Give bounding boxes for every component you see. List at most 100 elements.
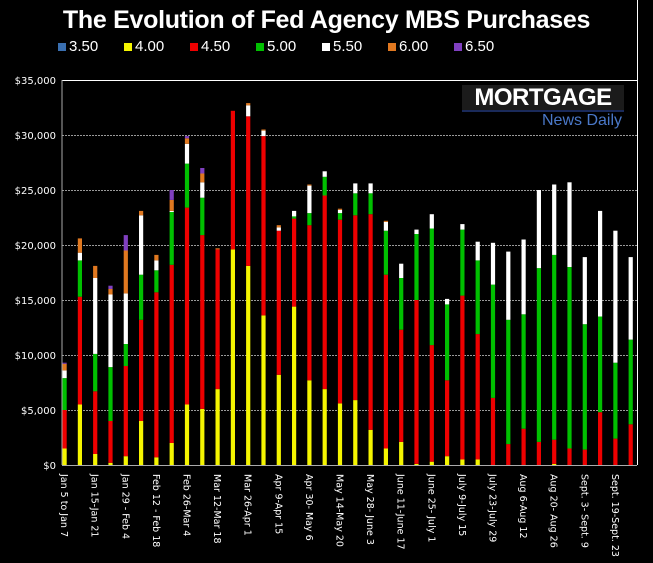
- bar-segment-4-50: [536, 441, 541, 465]
- bar-segment-5-00: [77, 260, 82, 297]
- bar-stack-34: [567, 182, 572, 465]
- bar-segment-5-50: [383, 221, 388, 231]
- bar-segment-4-00: [184, 404, 190, 465]
- bar-segment-5-00: [123, 344, 128, 366]
- legend-swatch: [124, 42, 132, 51]
- bar-segment-4-50: [276, 230, 281, 375]
- bar-stack-19: [337, 208, 343, 465]
- bar-segment-4-50: [414, 300, 419, 464]
- bar-segment-5-50: [169, 210, 174, 212]
- bar-segment-4-00: [445, 456, 450, 465]
- bar-segment-5-00: [613, 362, 618, 439]
- bar-segment-4-00: [215, 389, 220, 465]
- bar-segment-4-50: [154, 292, 159, 458]
- bar-segment-5-00: [108, 367, 113, 421]
- bar-segment-5-50: [77, 252, 82, 261]
- bar-segment-5-50: [108, 294, 113, 368]
- bar-segment-4-00: [460, 459, 465, 465]
- bar-segment-4-00: [230, 249, 235, 465]
- legend-item-5-00: 5.00: [256, 38, 322, 55]
- bar-segment-5-50: [93, 278, 98, 354]
- x-tick-label: Feb 12 - Feb 18: [150, 474, 161, 547]
- bars: [62, 103, 633, 465]
- bar-segment-5-00: [429, 228, 434, 346]
- bar-segment-5-50: [246, 105, 251, 117]
- x-tick-label: Feb 26-Mar 4: [181, 474, 192, 536]
- bar-stack-4: [108, 285, 113, 465]
- bar-segment-4-00: [368, 429, 373, 465]
- bar-segment-4-50: [383, 274, 388, 449]
- bar-segment-6-00: [261, 129, 266, 131]
- bar-segment-4-00: [383, 448, 388, 465]
- bar-segment-6-00: [383, 220, 388, 222]
- bar-segment-4-50: [292, 218, 297, 307]
- bar-segment-5-00: [552, 254, 557, 440]
- x-tick-label: Aug 20- Aug 26: [548, 474, 559, 548]
- legend-swatch: [454, 42, 462, 51]
- legend-label: 6.00: [399, 38, 429, 55]
- x-tick-label: Jan 29 - Feb 4: [119, 473, 130, 539]
- bar-segment-5-00: [322, 176, 327, 196]
- bar-segment-5-50: [567, 182, 572, 267]
- y-tick-label: $0: [43, 461, 56, 472]
- bar-segment-4-50: [261, 136, 266, 316]
- bar-segment-5-00: [521, 314, 526, 429]
- bar-segment-4-00: [261, 315, 266, 465]
- x-tick-label: Aug 6-Aug 12: [517, 474, 528, 539]
- bar-segment-5-50: [445, 298, 450, 305]
- bar-segment-4-50: [62, 410, 67, 449]
- bar-segment-6-50: [200, 168, 205, 174]
- bar-segment-5-00: [368, 193, 373, 215]
- x-tick-label: July 9-July 15: [456, 473, 467, 536]
- bar-segment-6-00: [123, 250, 128, 294]
- bar-segment-5-00: [154, 270, 159, 293]
- bar-segment-5-00: [292, 216, 297, 219]
- bar-segment-4-50: [399, 329, 404, 442]
- x-tick-label: Mar 26-Apr 1: [242, 474, 253, 536]
- bar-segment-6-00: [62, 363, 67, 371]
- bar-segment-6-00: [215, 248, 220, 250]
- bar-segment-4-50: [567, 448, 572, 465]
- bar-stack-12: [230, 110, 235, 465]
- bar-segment-5-50: [261, 130, 266, 137]
- y-axis-ticks: $0 $5,000 $10,000 $15,000 $20,000 $25,000 $30,…: [15, 76, 56, 472]
- bar-stack-31: [521, 239, 526, 465]
- bar-segment-5-50: [582, 257, 587, 325]
- bar-stack-8: [169, 190, 174, 465]
- mortgage-news-daily-logo: MORTGAGE News Daily: [462, 85, 624, 131]
- bar-stack-32: [536, 190, 541, 465]
- bar-stack-38: [628, 257, 633, 465]
- bar-segment-5-00: [200, 197, 205, 236]
- bar-segment-5-50: [506, 251, 511, 320]
- bar-stack-25: [429, 214, 434, 465]
- bar-stack-16: [292, 210, 297, 465]
- y-tick-label: $30,000: [15, 131, 56, 142]
- bar-segment-4-50: [521, 428, 526, 465]
- bar-segment-4-00: [307, 380, 312, 465]
- bar-segment-6-00: [184, 138, 190, 144]
- bar-segment-4-00: [414, 463, 419, 465]
- bar-stack-11: [215, 248, 220, 465]
- y-tick-label: $20,000: [15, 241, 56, 252]
- legend-label: 5.00: [267, 38, 297, 55]
- legend-label: 5.50: [333, 38, 363, 55]
- bar-segment-6-00: [307, 184, 312, 186]
- bar-segment-5-00: [506, 319, 511, 445]
- bar-segment-5-50: [628, 257, 633, 340]
- bar-stack-2: [77, 238, 82, 465]
- bar-segment-4-00: [123, 456, 128, 465]
- bar-segment-5-00: [490, 284, 496, 398]
- bar-segment-5-00: [567, 267, 572, 449]
- x-tick-label: Sept. 3- Sept. 9: [578, 474, 589, 548]
- bar-segment-4-50: [93, 391, 98, 454]
- bar-segment-5-00: [93, 353, 98, 392]
- bar-segment-6-50: [123, 235, 128, 251]
- bar-segment-5-00: [445, 304, 450, 381]
- bar-segment-4-50: [307, 225, 312, 381]
- bar-segment-5-50: [322, 171, 327, 177]
- bar-segment-4-00: [292, 306, 297, 465]
- bar-segment-6-00: [276, 225, 281, 228]
- legend-label: 4.50: [201, 38, 231, 55]
- legend-item-6-50: 6.50: [454, 38, 520, 55]
- bar-segment-6-00: [154, 254, 159, 261]
